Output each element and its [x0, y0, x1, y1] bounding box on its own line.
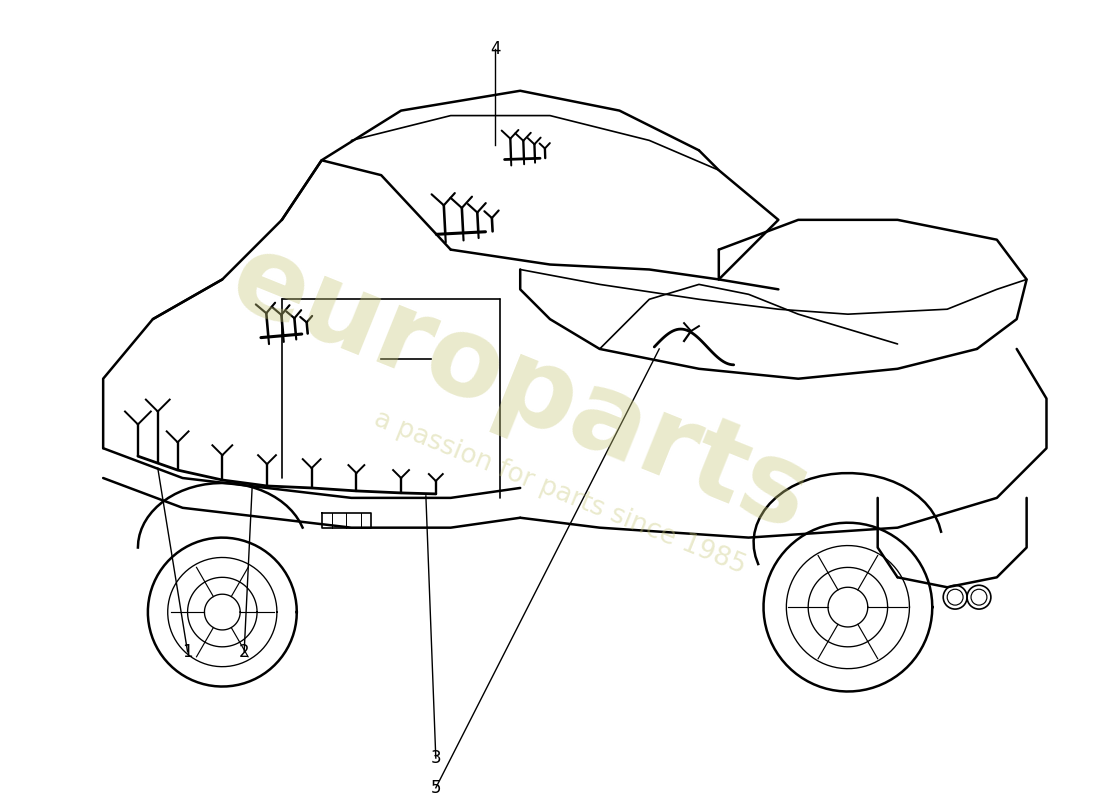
- Text: europarts: europarts: [216, 224, 825, 554]
- Text: a passion for parts since 1985: a passion for parts since 1985: [370, 406, 750, 580]
- Text: 5: 5: [430, 779, 441, 797]
- Text: 1: 1: [183, 642, 192, 661]
- Text: 3: 3: [430, 749, 441, 767]
- Text: 4: 4: [491, 40, 501, 58]
- Text: 2: 2: [239, 642, 250, 661]
